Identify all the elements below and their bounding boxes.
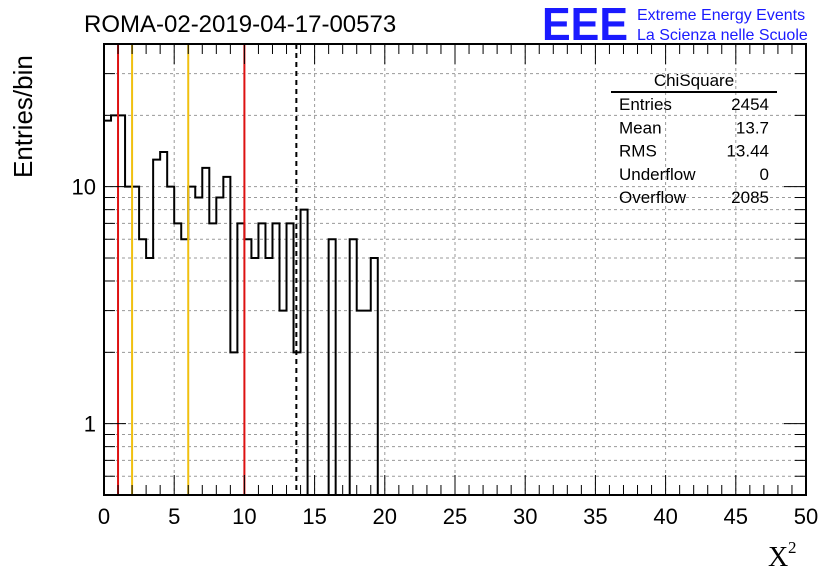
x-tick-label: 25	[443, 504, 467, 529]
stats-value: 0	[760, 165, 769, 184]
stats-label: Mean	[619, 118, 662, 137]
x-axis-label: X 2	[768, 538, 797, 572]
tick-labels: 0 5 10 15 20 25 30 35 40 45 50 1 10	[72, 175, 819, 529]
stats-value: 13.7	[736, 118, 769, 137]
axes	[103, 43, 807, 496]
x-tick-label: 20	[373, 504, 397, 529]
x-tick-label: 15	[302, 504, 326, 529]
stats-value: 2454	[731, 95, 769, 114]
y-tick-label: 10	[72, 175, 96, 200]
logo-line-1: Extreme Energy Events	[637, 7, 805, 24]
stats-value: 13.44	[726, 142, 769, 161]
x-tick-label: 45	[724, 504, 748, 529]
stats-label: Entries	[619, 95, 672, 114]
y-axis-label: Entries/bin	[8, 55, 38, 178]
x-axis-label-main: X	[768, 542, 788, 572]
x-tick-label: 5	[168, 504, 180, 529]
marker-lines	[117, 44, 298, 495]
x-axis-label-superscript: 2	[788, 538, 797, 557]
stats-value: 2085	[731, 188, 769, 207]
y-tick-label: 1	[84, 412, 96, 437]
stats-title: ChiSquare	[654, 71, 734, 90]
stats-label: Overflow	[619, 188, 687, 207]
x-tick-label: 40	[653, 504, 677, 529]
grid-lines	[104, 44, 806, 495]
stats-box: ChiSquare Entries 2454 Mean 13.7 RMS 13.44 Und…	[611, 71, 777, 207]
x-tick-label: 35	[583, 504, 607, 529]
x-tick-label: 50	[794, 504, 818, 529]
stats-label: RMS	[619, 142, 657, 161]
x-tick-label: 30	[513, 504, 537, 529]
x-tick-label: 10	[232, 504, 256, 529]
eee-logo: EEE	[542, 0, 628, 50]
x-tick-label: 0	[98, 504, 110, 529]
run-title: ROMA-02-2019-04-17-00573	[84, 11, 396, 38]
logo-line-2: La Scienza nelle Scuole	[637, 27, 808, 44]
stats-label: Underflow	[619, 165, 696, 184]
